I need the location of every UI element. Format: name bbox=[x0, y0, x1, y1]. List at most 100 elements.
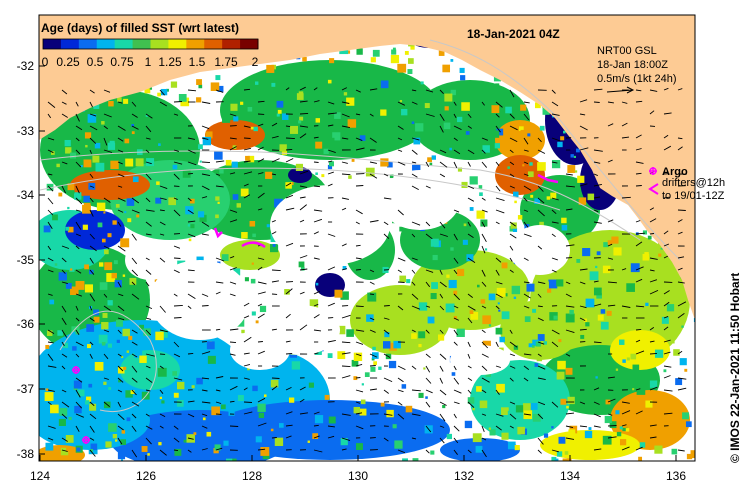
current-vector bbox=[677, 219, 683, 223]
current-vector bbox=[355, 185, 364, 187]
sst-pixel bbox=[418, 302, 428, 311]
sst-pixel bbox=[465, 131, 470, 135]
current-vector bbox=[61, 449, 68, 452]
current-vector bbox=[425, 305, 431, 308]
current-vector bbox=[313, 329, 322, 332]
current-vector bbox=[47, 185, 54, 192]
sst-pixel bbox=[121, 355, 124, 359]
sst-pixel bbox=[214, 151, 223, 160]
current-vector bbox=[117, 425, 124, 431]
sst-pixel bbox=[543, 433, 549, 438]
current-vector bbox=[677, 350, 683, 355]
sst-pixel bbox=[281, 113, 289, 120]
current-vector bbox=[411, 89, 417, 92]
sst-pixel bbox=[493, 110, 500, 117]
sst-pixel bbox=[404, 50, 409, 55]
sst-pixel bbox=[693, 317, 695, 322]
current-vector bbox=[551, 329, 560, 335]
current-vector bbox=[467, 365, 472, 369]
current-vector bbox=[341, 375, 351, 379]
current-vector bbox=[551, 257, 558, 261]
current-vector bbox=[537, 413, 544, 420]
sst-pixel bbox=[250, 126, 254, 130]
sst-pixel bbox=[44, 392, 54, 401]
sst-pixel bbox=[124, 211, 127, 214]
sst-pixel bbox=[90, 448, 94, 452]
sst-pixel bbox=[534, 363, 539, 367]
sst-pixel bbox=[484, 248, 488, 251]
current-vector bbox=[89, 257, 94, 264]
colorbar-tick-label: 1 bbox=[145, 55, 152, 69]
current-vector bbox=[285, 435, 292, 439]
sst-pixel bbox=[596, 292, 602, 299]
lat-tick-label: -35 bbox=[17, 253, 35, 267]
current-vector bbox=[467, 197, 475, 202]
sst-pixel bbox=[482, 315, 492, 325]
sst-pixel bbox=[126, 417, 131, 422]
sst-pixel bbox=[681, 325, 684, 328]
current-vector bbox=[649, 386, 658, 391]
sst-pixel bbox=[442, 64, 451, 73]
sst-pixel bbox=[456, 268, 465, 277]
sst-pixel bbox=[315, 141, 323, 149]
sst-pixel bbox=[561, 217, 567, 224]
sst-pixel bbox=[453, 290, 458, 295]
current-vector bbox=[187, 233, 196, 238]
current-vector bbox=[89, 449, 96, 457]
sst-pixel bbox=[272, 243, 276, 247]
current-vector bbox=[397, 377, 404, 383]
current-vector bbox=[47, 437, 54, 441]
current-vector bbox=[75, 425, 80, 432]
current-vector bbox=[509, 341, 518, 348]
current-vector bbox=[467, 449, 472, 454]
sst-pixel bbox=[196, 97, 202, 103]
current-vector bbox=[285, 87, 290, 91]
current-vector bbox=[439, 89, 444, 95]
current-vector bbox=[411, 101, 418, 105]
sst-pixel bbox=[228, 409, 235, 416]
current-vector bbox=[299, 86, 306, 91]
argo-label: Argo bbox=[662, 166, 688, 178]
current-vector bbox=[103, 245, 110, 249]
sst-pixel bbox=[115, 204, 120, 208]
sst-pixel bbox=[356, 443, 363, 450]
current-vector bbox=[117, 389, 123, 393]
drifter-track-icon bbox=[648, 183, 659, 195]
sst-pixel bbox=[658, 253, 662, 257]
current-vector bbox=[523, 305, 530, 309]
sst-pixel bbox=[431, 155, 436, 160]
current-vector bbox=[355, 389, 364, 393]
sst-pixel bbox=[380, 402, 385, 407]
sst-pixel bbox=[112, 220, 117, 225]
sst-pixel bbox=[288, 397, 295, 403]
current-vector bbox=[509, 185, 515, 189]
current-vector bbox=[229, 219, 238, 223]
sst-pixel bbox=[553, 315, 558, 320]
current-vector bbox=[383, 233, 390, 239]
current-vector bbox=[453, 113, 457, 119]
sst-pixel bbox=[532, 413, 541, 422]
sst-pixel bbox=[372, 346, 376, 351]
sst-pixel bbox=[401, 109, 408, 116]
sst-pixel bbox=[109, 140, 115, 146]
colorbar: 0 0.25 0.5 0.75 1 1.25 1.5 1.75 2 bbox=[42, 38, 259, 69]
current-vector bbox=[61, 89, 68, 95]
current-vector bbox=[89, 173, 94, 179]
sst-pixel bbox=[558, 436, 566, 444]
sst-pixel bbox=[532, 308, 537, 313]
current-vector bbox=[663, 315, 669, 319]
current-vector bbox=[145, 221, 152, 227]
current-vector bbox=[649, 289, 659, 295]
sst-pixel bbox=[120, 459, 124, 461]
current-vector bbox=[453, 437, 459, 444]
sst-pixel bbox=[639, 442, 646, 448]
current-vector bbox=[341, 341, 351, 344]
sst-pixel bbox=[593, 287, 602, 296]
sst-pixel bbox=[554, 458, 559, 461]
current-vector bbox=[369, 161, 377, 164]
current-vector bbox=[579, 401, 586, 405]
sst-pixel bbox=[188, 238, 192, 242]
current-vector bbox=[201, 233, 209, 236]
sst-pixel bbox=[539, 125, 545, 131]
sst-pixel bbox=[507, 124, 516, 133]
